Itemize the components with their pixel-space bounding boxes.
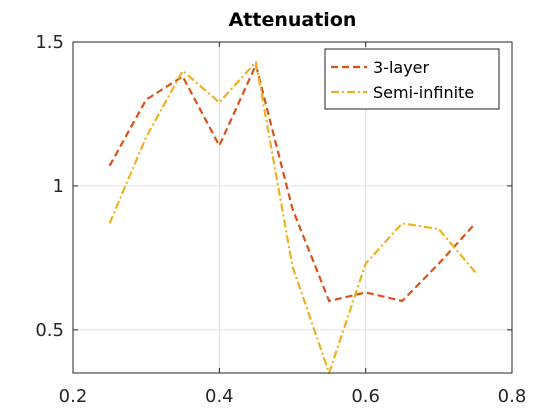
- tick-marks: [72, 41, 513, 373]
- series-layer: [108, 60, 477, 375]
- tick-labels: 0.2 0.4 0.6 0.8 0.5 1 1.5: [35, 32, 526, 407]
- y-tick-label: 0.5: [35, 320, 64, 341]
- legend-box: [324, 48, 500, 110]
- legend: 3-layer Semi-infinite: [324, 48, 500, 110]
- x-tick-label: 0.2: [59, 386, 88, 407]
- legend-label-1: 3-layer: [373, 58, 430, 77]
- series-line-2: [108, 60, 477, 375]
- legend-label-2: Semi-infinite: [373, 83, 474, 102]
- chart-title: Attenuation: [229, 9, 357, 31]
- x-tick-label: 0.4: [205, 386, 234, 407]
- x-tick-label: 0.8: [498, 386, 527, 407]
- y-tick-label: 1: [53, 176, 64, 197]
- series-line-1: [108, 63, 477, 303]
- y-tick-label: 1.5: [35, 32, 64, 53]
- x-tick-label: 0.6: [351, 386, 380, 407]
